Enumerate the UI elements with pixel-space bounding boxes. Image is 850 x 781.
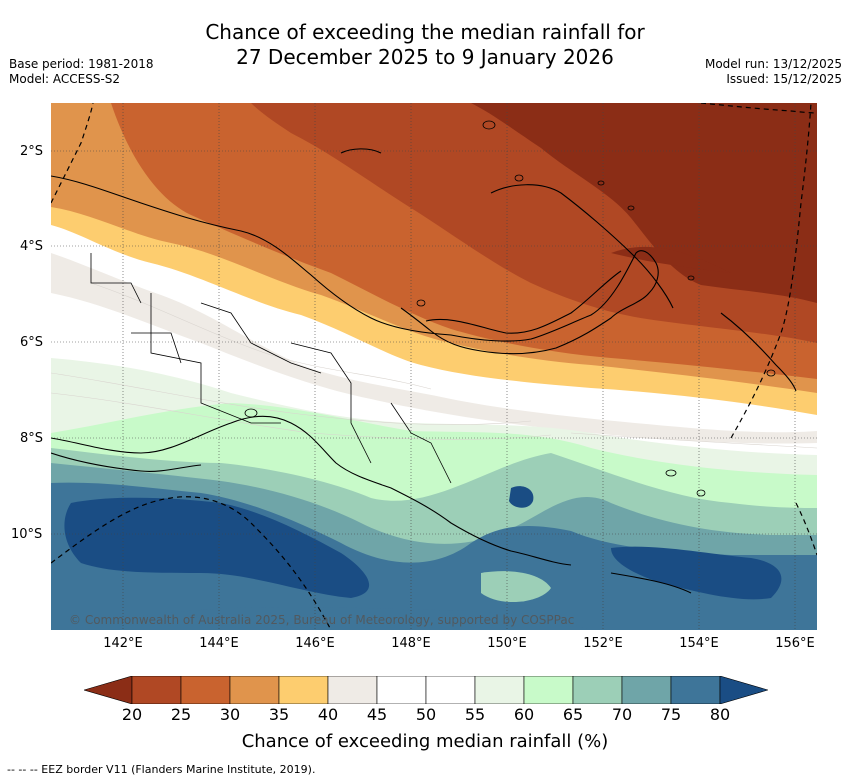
colorbar-tick-60: 60 xyxy=(513,705,535,724)
colorbar-tick-30: 30 xyxy=(219,705,241,724)
copyright-notice: © Commonwealth of Australia 2025, Bureau… xyxy=(69,613,575,627)
coast-south-png xyxy=(51,415,572,566)
coast-new-ireland xyxy=(490,184,674,309)
colorbar-svg xyxy=(82,675,770,705)
lon-label-150e: 150°E xyxy=(487,636,527,651)
title-line-2: 27 December 2025 to 9 January 2026 xyxy=(236,45,614,69)
colorbar-tick-25: 25 xyxy=(170,705,192,724)
lon-label-144e: 144°E xyxy=(199,636,239,651)
title-line-1: Chance of exceeding the median rainfall … xyxy=(205,20,645,44)
eez-north-east xyxy=(700,103,817,114)
lon-label-152e: 152°E xyxy=(583,636,623,651)
graticule xyxy=(51,103,817,630)
lon-label-156e: 156°E xyxy=(775,636,815,651)
band-above-80 xyxy=(64,497,370,598)
colorbar-tick-75: 75 xyxy=(660,705,682,724)
colorbar-tick-20: 20 xyxy=(121,705,143,724)
contour-lines xyxy=(51,282,817,449)
colorbar-bin-75-80 xyxy=(670,675,721,705)
coast-new-guinea xyxy=(51,175,659,355)
colorbar-bin-20-25 xyxy=(131,675,182,705)
lat-label-8s: 8°S xyxy=(20,431,44,446)
colorbar-tick-70: 70 xyxy=(611,705,633,724)
eez-south-east xyxy=(730,103,812,439)
meta-right: Model run: 13/12/2025 Issued: 15/12/2025 xyxy=(705,57,842,87)
colorbar-tick-55: 55 xyxy=(464,705,486,724)
lon-label-146e: 146°E xyxy=(295,636,335,651)
colorbar-bin-70-75 xyxy=(621,675,672,705)
issued-date: Issued: 15/12/2025 xyxy=(726,72,842,86)
band-above-80-center xyxy=(509,486,534,508)
band-40-45 xyxy=(51,253,817,444)
coast-manus xyxy=(340,148,382,154)
model-run: Model run: 13/12/2025 xyxy=(704,57,842,71)
band-below-20 xyxy=(471,103,817,303)
colorbar-bin-65-70 xyxy=(572,675,623,705)
colorbar-extend-low xyxy=(82,675,133,705)
rainfall-map xyxy=(51,103,817,630)
colorbar-tick-65: 65 xyxy=(562,705,584,724)
colorbar-bin-50-55 xyxy=(425,675,476,705)
eez-borders xyxy=(51,103,817,630)
lon-label-142e: 142°E xyxy=(103,636,143,651)
coast-south-island xyxy=(610,572,692,594)
colorbar-tick-80: 80 xyxy=(709,705,731,724)
eez-border-note: -- -- -- EEZ border V11 (Flanders Marine… xyxy=(7,763,316,776)
colorbar-tick-50: 50 xyxy=(415,705,437,724)
meta-left: Base period: 1981-2018 Model: ACCESS-S2 xyxy=(9,57,154,87)
colorbar-bin-25-30 xyxy=(180,675,231,705)
colorbar-bin-30-35 xyxy=(229,675,280,705)
band-65-70-pocket xyxy=(481,571,551,603)
province-borders xyxy=(90,253,452,484)
band-above-80-east xyxy=(611,546,782,600)
colorbar-bin-40-45 xyxy=(327,675,378,705)
islands xyxy=(244,120,776,497)
base-period: Base period: 1981-2018 xyxy=(9,57,154,71)
colorbar-tick-45: 45 xyxy=(366,705,388,724)
colorbar-bin-45-50 xyxy=(376,675,427,705)
coast-new-britain xyxy=(425,270,622,334)
colorbar-tick-40: 40 xyxy=(317,705,339,724)
lon-label-148e: 148°E xyxy=(391,636,431,651)
coast-bougainville xyxy=(720,312,797,392)
model-name: Model: ACCESS-S2 xyxy=(9,72,121,86)
band-75-80-south xyxy=(171,607,591,630)
colorbar-tick-35: 35 xyxy=(268,705,290,724)
eez-south-west xyxy=(51,496,332,630)
lat-label-6s: 6°S xyxy=(20,335,44,350)
eez-north-west xyxy=(51,103,94,204)
lat-label-2s: 2°S xyxy=(20,144,44,159)
colorbar xyxy=(82,675,770,708)
band-below-20-pocket xyxy=(611,246,731,273)
colorbar-extend-high xyxy=(719,675,770,705)
colorbar-bin-35-40 xyxy=(278,675,329,705)
lat-label-10s: 10°S xyxy=(11,527,43,542)
chart-title: Chance of exceeding the median rainfall … xyxy=(0,20,850,70)
coastlines xyxy=(51,148,797,594)
colorbar-bin-60-65 xyxy=(523,675,574,705)
colorbar-bin-55-60 xyxy=(474,675,525,705)
colorbar-label: Chance of exceeding median rainfall (%) xyxy=(241,731,609,752)
lat-label-4s: 4°S xyxy=(20,239,44,254)
map-svg xyxy=(51,103,817,630)
coast-south-png-2 xyxy=(51,452,202,472)
eez-east xyxy=(795,502,817,556)
lon-label-154e: 154°E xyxy=(679,636,719,651)
